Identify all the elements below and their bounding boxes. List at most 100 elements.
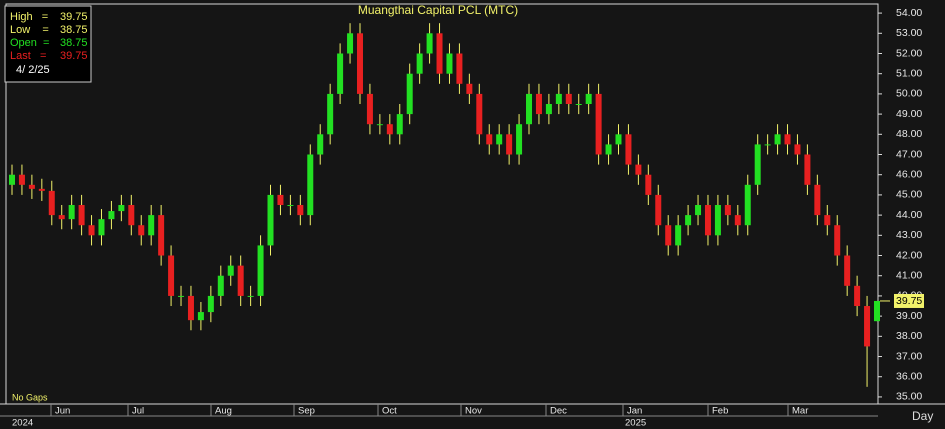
candle-body <box>665 225 672 246</box>
candle-body <box>645 174 652 195</box>
candle-body <box>356 33 363 94</box>
candle-body <box>138 225 145 236</box>
candle-body <box>476 93 483 135</box>
candle-body <box>734 215 741 226</box>
candle-body <box>68 205 75 220</box>
x-tick-label: Jun <box>55 406 70 417</box>
x-tick-label: Jan <box>627 406 642 417</box>
candle-body <box>575 104 582 105</box>
candle-body <box>98 219 105 236</box>
candle-body <box>685 215 692 226</box>
candle-body <box>217 275 224 296</box>
candle-body <box>406 73 413 115</box>
y-tick-label: 49.00 <box>896 108 922 120</box>
candle-body <box>237 265 244 296</box>
candle-body <box>625 134 632 165</box>
y-tick-label: 43.00 <box>896 229 922 241</box>
candle-body <box>38 188 45 191</box>
candle-body <box>874 300 880 322</box>
info-value: 38.75 <box>60 37 88 49</box>
info-date: 4/ 2/25 <box>16 64 50 76</box>
candle-body <box>178 295 185 297</box>
x-tick-label: Nov <box>465 406 482 417</box>
candle-body <box>9 174 15 185</box>
candle-body <box>854 285 861 307</box>
candle-body <box>386 124 393 135</box>
candle-body <box>58 215 65 220</box>
x-tick-label: Aug <box>215 406 232 417</box>
info-label: Open = <box>10 37 49 49</box>
candle-body <box>535 93 542 115</box>
y-tick-label: 53.00 <box>896 27 922 39</box>
y-tick-label: 48.00 <box>896 128 922 140</box>
candle-body <box>257 245 264 296</box>
candle-body <box>48 190 55 216</box>
candle-body <box>774 134 781 145</box>
candle-body <box>605 144 612 155</box>
candle-body <box>287 205 294 207</box>
candle-body <box>844 255 851 286</box>
candle-body <box>824 215 831 226</box>
candle-body <box>168 255 175 296</box>
y-tick-label: 52.00 <box>896 47 922 59</box>
candle-body <box>565 93 572 104</box>
candle-body <box>794 144 801 155</box>
candle-body <box>128 205 135 226</box>
candle-body <box>396 114 403 135</box>
candle-body <box>267 194 274 246</box>
chart-title: Muangthai Capital PCL (MTC) <box>358 3 518 17</box>
candle-body <box>695 205 702 216</box>
info-frame <box>4 5 92 83</box>
candle-body <box>466 83 473 94</box>
candle-body <box>207 295 214 313</box>
info-value: 39.75 <box>60 11 88 23</box>
candle-body <box>834 225 841 256</box>
x-tick-label: Feb <box>712 406 728 417</box>
x-tick-label: Oct <box>382 406 397 417</box>
candle-body <box>327 93 334 135</box>
candle-body <box>615 134 622 145</box>
candle-body <box>197 312 204 321</box>
y-tick-label: 47.00 <box>896 148 922 160</box>
candle-body <box>506 134 513 155</box>
y-tick-label: 51.00 <box>896 67 922 79</box>
candle-body <box>714 205 721 236</box>
candle-body <box>585 93 592 104</box>
candle-body <box>635 164 642 175</box>
info-label: Last = <box>10 50 46 62</box>
info-label: Low = <box>10 24 49 36</box>
candle-body <box>864 306 871 347</box>
candle-body <box>804 154 811 185</box>
candle-body <box>337 53 344 94</box>
candle-body <box>277 194 284 206</box>
candle-body <box>675 225 682 246</box>
info-label: High = <box>10 11 48 23</box>
y-tick-label: 38.00 <box>896 330 922 342</box>
candle-body <box>486 134 493 145</box>
candle-body <box>655 194 662 226</box>
candle-body <box>764 144 771 146</box>
candle-body <box>118 205 125 212</box>
candle-body <box>416 53 423 74</box>
candle-body <box>297 205 304 216</box>
info-box: High = 39.75 Low = 38.75 Open = 38.75 Last = 39… <box>4 5 92 83</box>
y-tick-label: 42.00 <box>896 249 922 261</box>
candle-body <box>526 93 533 125</box>
footnote: No Gaps <box>12 392 48 402</box>
y-tick-label: 46.00 <box>896 168 922 180</box>
y-tick-label: 35.00 <box>896 391 922 403</box>
candle-body <box>148 215 155 236</box>
candle-body <box>784 134 791 145</box>
y-tick-label: 36.00 <box>896 371 922 383</box>
candle-body <box>366 93 373 125</box>
candle-body <box>595 93 602 155</box>
candle-body <box>545 104 552 115</box>
y-tick-label: 44.00 <box>896 209 922 221</box>
x-tick-label: Mar <box>792 406 808 417</box>
candle-body <box>78 205 85 226</box>
info-value: 38.75 <box>60 24 88 36</box>
y-tick-label: 41.00 <box>896 269 922 281</box>
candle-body <box>376 124 383 126</box>
candle-body <box>347 33 354 54</box>
candle-body <box>446 53 453 74</box>
